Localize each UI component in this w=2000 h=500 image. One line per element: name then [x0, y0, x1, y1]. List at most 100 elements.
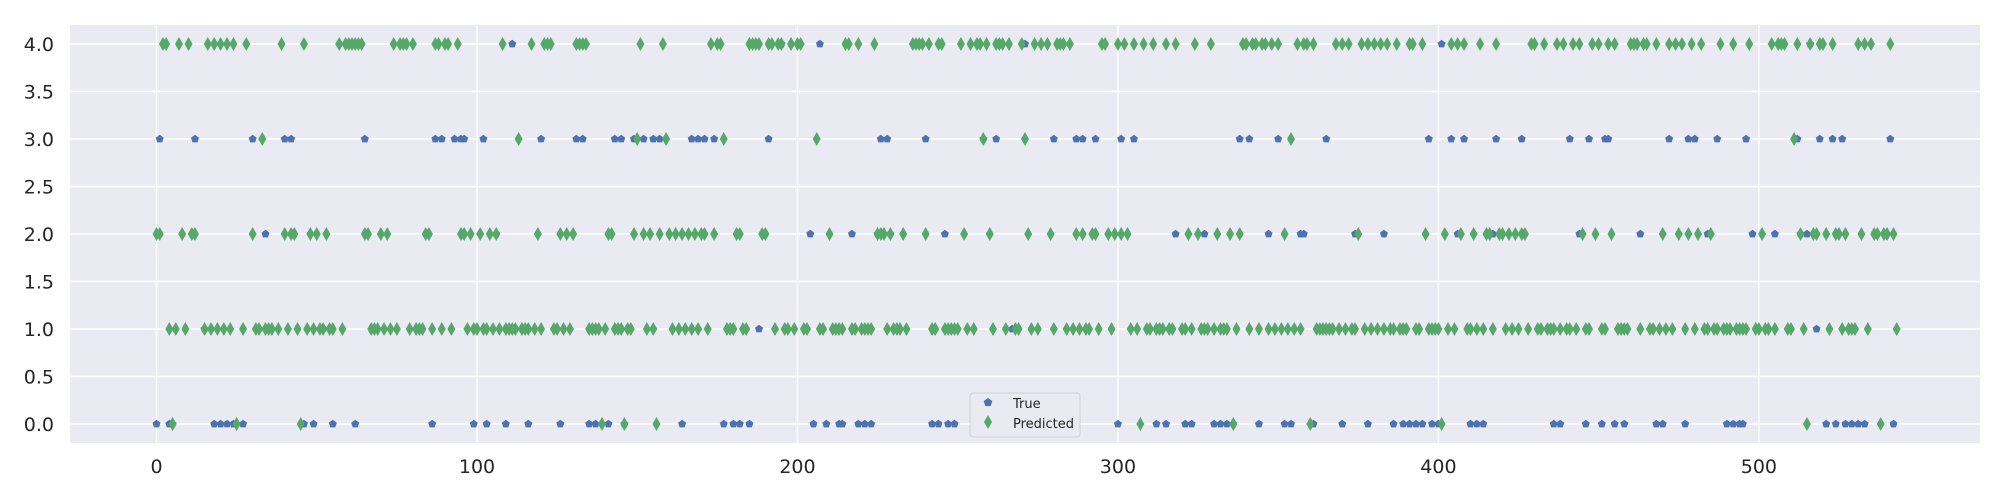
predicted-point: [976, 37, 985, 51]
predicted-point: [1306, 417, 1315, 431]
predicted-point: [879, 227, 888, 241]
predicted-point: [1418, 37, 1427, 51]
true-point: [1889, 419, 1898, 428]
predicted-point: [223, 37, 232, 51]
predicted-point: [678, 227, 687, 241]
predicted-point: [463, 322, 472, 336]
predicted-point: [1681, 322, 1690, 336]
true-point: [479, 134, 488, 143]
true-point: [1472, 419, 1481, 428]
predicted-point: [819, 322, 828, 336]
predicted-point: [1286, 132, 1295, 146]
predicted-point: [1504, 227, 1513, 241]
predicted-point: [200, 322, 209, 336]
predicted-point: [495, 322, 504, 336]
predicted-point: [319, 322, 328, 336]
true-point: [1886, 134, 1895, 143]
true-point: [155, 134, 164, 143]
predicted-point: [777, 37, 786, 51]
predicted-point: [444, 37, 453, 51]
predicted-point: [1421, 227, 1430, 241]
predicted-point: [1604, 37, 1613, 51]
predicted-point: [1780, 37, 1789, 51]
predicted-point: [710, 227, 719, 241]
true-point: [1729, 419, 1738, 428]
true-point: [639, 134, 648, 143]
predicted-point: [1296, 322, 1305, 336]
predicted-point: [229, 37, 238, 51]
predicted-point: [1206, 37, 1215, 51]
true-point: [1492, 134, 1501, 143]
predicted-point: [1245, 322, 1254, 336]
true-point: [1460, 134, 1469, 143]
true-point: [1322, 134, 1331, 143]
true-point: [1517, 134, 1526, 143]
true-point: [921, 134, 930, 143]
predicted-point: [1524, 322, 1533, 336]
predicted-point: [155, 227, 164, 241]
true-point: [223, 419, 232, 428]
predicted-point: [1677, 37, 1686, 51]
predicted-point: [790, 322, 799, 336]
predicted-point: [296, 417, 305, 431]
predicted-point: [719, 132, 728, 146]
true-point: [1210, 419, 1219, 428]
true-point: [501, 419, 510, 428]
true-point: [1129, 134, 1138, 143]
true-point: [1466, 419, 1475, 428]
predicted-point: [569, 227, 578, 241]
predicted-point: [559, 322, 568, 336]
predicted-point: [796, 37, 805, 51]
true-point: [351, 419, 360, 428]
predicted-point: [1569, 37, 1578, 51]
predicted-point: [1658, 227, 1667, 241]
true-point: [1379, 229, 1388, 238]
predicted-point: [408, 37, 417, 51]
predicted-point: [405, 322, 414, 336]
predicted-point: [242, 37, 251, 51]
predicted-point: [1668, 322, 1677, 336]
predicted-point: [1802, 417, 1811, 431]
predicted-point: [1027, 322, 1036, 336]
predicted-point: [988, 322, 997, 336]
predicted-point: [1341, 322, 1350, 336]
predicted-point: [1812, 227, 1821, 241]
predicted-point: [1107, 322, 1116, 336]
predicted-point: [953, 322, 962, 336]
true-point: [876, 134, 885, 143]
true-point: [710, 134, 719, 143]
predicted-point: [1383, 37, 1392, 51]
true-point: [437, 134, 446, 143]
predicted-point: [1232, 322, 1241, 336]
true-point: [1424, 134, 1433, 143]
true-point: [1399, 419, 1408, 428]
predicted-point: [498, 37, 507, 51]
predicted-point: [729, 322, 738, 336]
predicted-point: [277, 37, 286, 51]
predicted-point: [1261, 37, 1270, 51]
predicted-point: [1049, 322, 1058, 336]
predicted-point: [546, 37, 555, 51]
predicted-point: [1770, 322, 1779, 336]
predicted-point: [1078, 227, 1087, 241]
predicted-point: [1290, 322, 1299, 336]
predicted-point: [1818, 37, 1827, 51]
predicted-point: [921, 227, 930, 241]
predicted-point: [755, 37, 764, 51]
predicted-point: [1440, 227, 1449, 241]
predicted-point: [1447, 37, 1456, 51]
true-point: [1838, 134, 1847, 143]
true-point: [280, 134, 289, 143]
predicted-point: [1575, 37, 1584, 51]
predicted-point: [565, 322, 574, 336]
predicted-point: [1786, 322, 1795, 336]
predicted-point: [985, 227, 994, 241]
predicted-point: [931, 322, 940, 336]
true-point: [1681, 419, 1690, 428]
true-point: [1854, 419, 1863, 428]
predicted-point: [1062, 322, 1071, 336]
predicted-point: [665, 227, 674, 241]
predicted-point: [1354, 227, 1363, 241]
predicted-point: [1402, 322, 1411, 336]
predicted-point: [1479, 322, 1488, 336]
